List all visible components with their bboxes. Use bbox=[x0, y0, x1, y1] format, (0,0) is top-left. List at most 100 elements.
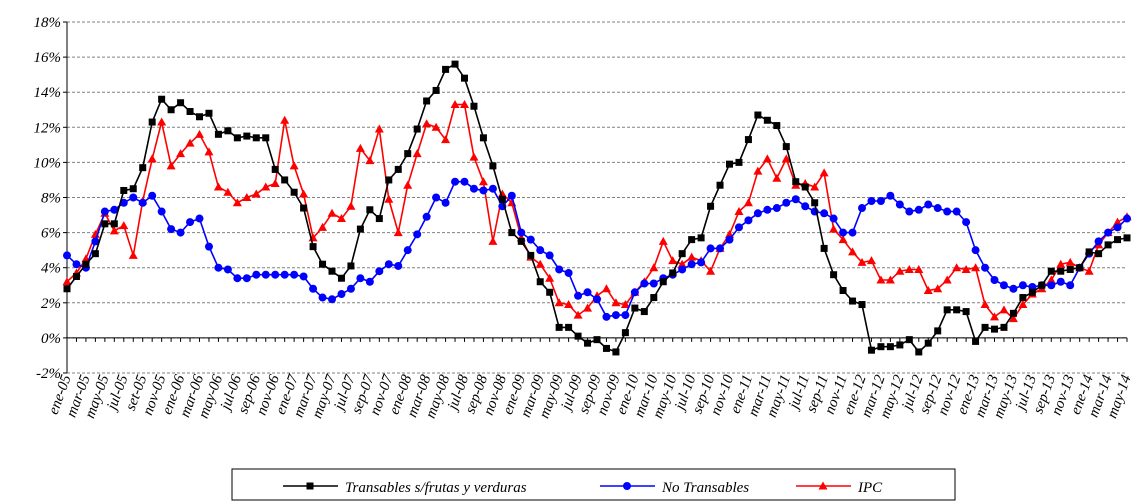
point bbox=[914, 205, 923, 214]
point bbox=[999, 305, 1009, 314]
point bbox=[289, 161, 299, 170]
point bbox=[120, 186, 128, 194]
point bbox=[943, 207, 952, 216]
point bbox=[214, 130, 222, 138]
point bbox=[706, 244, 715, 253]
point bbox=[1066, 265, 1074, 273]
point bbox=[991, 325, 998, 333]
point bbox=[688, 236, 696, 244]
point bbox=[451, 177, 460, 186]
point bbox=[185, 138, 195, 147]
point bbox=[858, 301, 866, 309]
legend-label: Transables s/frutas y verduras bbox=[345, 480, 527, 496]
point bbox=[204, 242, 213, 251]
point bbox=[280, 115, 290, 124]
point bbox=[1113, 223, 1122, 232]
point bbox=[488, 236, 498, 245]
point bbox=[158, 95, 166, 103]
point bbox=[508, 229, 516, 237]
point bbox=[157, 207, 166, 216]
point bbox=[583, 288, 592, 297]
point bbox=[1018, 281, 1027, 290]
point bbox=[384, 194, 394, 203]
point bbox=[981, 263, 990, 272]
point bbox=[186, 218, 195, 227]
point bbox=[176, 228, 185, 237]
point bbox=[186, 108, 194, 116]
point bbox=[432, 193, 441, 202]
point bbox=[460, 177, 469, 186]
point bbox=[612, 348, 620, 356]
point bbox=[72, 272, 80, 280]
point bbox=[412, 149, 422, 158]
point bbox=[744, 216, 753, 225]
point bbox=[404, 150, 412, 158]
point bbox=[848, 247, 858, 256]
point bbox=[914, 264, 924, 273]
point bbox=[658, 236, 668, 245]
point bbox=[63, 251, 71, 260]
point bbox=[763, 116, 771, 124]
point bbox=[441, 198, 450, 207]
point bbox=[602, 312, 611, 321]
point bbox=[1047, 281, 1056, 290]
point bbox=[630, 288, 639, 297]
point bbox=[876, 275, 886, 284]
point bbox=[858, 204, 866, 213]
point bbox=[687, 252, 697, 261]
point bbox=[838, 235, 848, 244]
point bbox=[252, 270, 261, 279]
point bbox=[905, 207, 914, 216]
point bbox=[205, 109, 213, 117]
point bbox=[290, 188, 298, 196]
point bbox=[261, 270, 270, 279]
point bbox=[896, 341, 904, 349]
point bbox=[413, 230, 422, 239]
point bbox=[413, 125, 421, 133]
point bbox=[252, 134, 260, 142]
point bbox=[565, 323, 573, 331]
point bbox=[1104, 228, 1113, 237]
y-tick-label: 6% bbox=[41, 226, 61, 242]
point bbox=[640, 308, 648, 316]
point bbox=[678, 265, 687, 274]
legend-label: No Transables bbox=[661, 480, 749, 496]
legend-marker bbox=[306, 482, 314, 490]
point bbox=[999, 281, 1008, 290]
point bbox=[167, 106, 175, 114]
point bbox=[734, 207, 744, 216]
point bbox=[526, 235, 535, 244]
point bbox=[442, 65, 450, 73]
point bbox=[422, 212, 431, 221]
point bbox=[328, 295, 336, 304]
point bbox=[611, 311, 620, 320]
point bbox=[91, 237, 100, 246]
point bbox=[328, 267, 336, 275]
point bbox=[423, 97, 431, 105]
point bbox=[62, 277, 72, 286]
point bbox=[271, 165, 279, 173]
point bbox=[574, 332, 582, 340]
point bbox=[365, 156, 375, 165]
point bbox=[687, 260, 696, 269]
point bbox=[309, 243, 317, 251]
point bbox=[555, 265, 564, 274]
point bbox=[773, 122, 781, 130]
point bbox=[1066, 281, 1075, 290]
point bbox=[1000, 323, 1008, 331]
point bbox=[1094, 237, 1103, 246]
point bbox=[1046, 275, 1056, 284]
point bbox=[1095, 250, 1103, 258]
legend-box bbox=[231, 468, 956, 501]
point bbox=[204, 147, 214, 156]
point bbox=[990, 312, 999, 321]
point bbox=[839, 287, 847, 295]
point bbox=[1009, 309, 1017, 317]
point bbox=[857, 257, 867, 266]
point bbox=[810, 182, 820, 191]
point bbox=[678, 250, 686, 258]
point bbox=[649, 263, 659, 272]
point bbox=[242, 193, 252, 201]
point bbox=[621, 329, 629, 337]
point bbox=[972, 337, 980, 345]
